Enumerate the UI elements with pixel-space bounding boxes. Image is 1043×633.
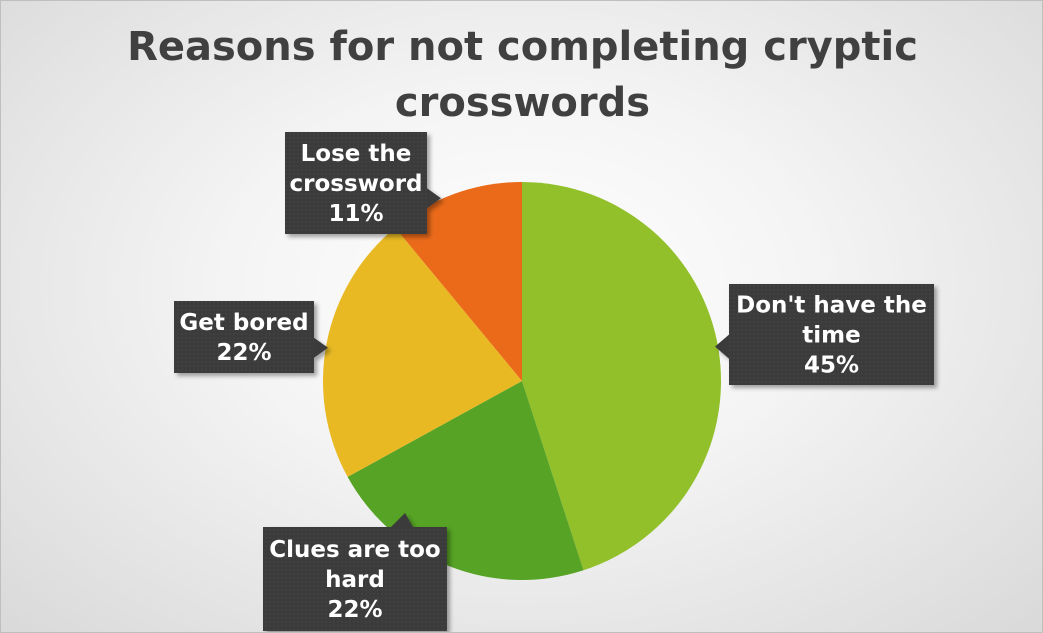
data-label-category: Get bored xyxy=(179,310,308,336)
data-label-2 xyxy=(263,513,447,631)
chart-title: Reasons for not completing cryptic cross… xyxy=(1,19,1042,131)
data-label-value: 45% xyxy=(804,353,859,379)
chart-title-line-1: Reasons for not completing cryptic xyxy=(127,24,918,70)
data-label-category: Lose the xyxy=(301,141,412,167)
data-label-value: 11% xyxy=(328,201,383,227)
data-label-box xyxy=(263,527,447,631)
data-label-category: crossword xyxy=(289,171,422,197)
data-label-pointer xyxy=(391,513,413,527)
data-label-category: Clues are too xyxy=(269,537,441,563)
data-label-pointer xyxy=(715,334,729,359)
chart-title-line-2: crosswords xyxy=(394,80,651,126)
data-label-pointer xyxy=(314,337,328,358)
data-label-category: hard xyxy=(325,567,385,593)
data-label-value: 22% xyxy=(216,340,271,366)
data-label-pointer xyxy=(427,188,441,209)
data-label-category: Don't have the xyxy=(736,293,927,319)
data-label-box xyxy=(729,284,934,385)
data-label-box xyxy=(285,132,427,234)
data-label-category: time xyxy=(802,323,860,349)
data-label-box xyxy=(174,301,314,373)
data-label-1 xyxy=(715,284,934,385)
data-label-3 xyxy=(174,301,328,373)
data-label-value: 22% xyxy=(327,597,382,623)
pie-slice-3 xyxy=(323,227,522,477)
data-label-4 xyxy=(285,132,441,234)
pie-slice-1 xyxy=(522,182,721,571)
